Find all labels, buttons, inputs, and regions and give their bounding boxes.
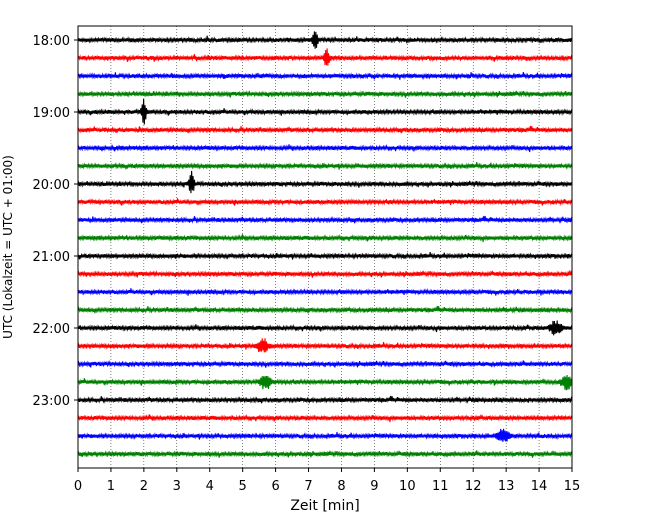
x-tick-label: 10: [399, 479, 416, 494]
x-tick-label: 15: [564, 479, 581, 494]
trace-1945: [77, 162, 573, 170]
x-tick-label: 4: [206, 479, 214, 494]
trace-2300: [77, 395, 573, 404]
trace-2015: [77, 198, 573, 206]
y-tick-label: 22:00: [33, 322, 70, 337]
trace-1830: [77, 72, 573, 81]
x-tick-label: 7: [304, 479, 312, 494]
trace-2245: [77, 374, 573, 391]
y-tick-label: 19:00: [33, 106, 70, 121]
trace-1900: [77, 98, 573, 125]
trace-2330: [77, 428, 573, 442]
y-tick-label: 21:00: [33, 250, 70, 265]
x-tick-label: 5: [239, 479, 247, 494]
trace-2345: [77, 450, 573, 458]
x-tick-label: 6: [271, 479, 279, 494]
trace-1845: [77, 90, 573, 98]
trace-2215: [77, 338, 573, 353]
plot-frame: [77, 25, 573, 469]
y-axis-ticks: 18:00 19:00 20:00 21:00 22:00 23:00: [33, 34, 78, 409]
y-tick-label: 20:00: [33, 178, 70, 193]
x-tick-label: 3: [173, 479, 181, 494]
x-tick-label: 1: [107, 479, 115, 494]
trace-2230: [77, 360, 573, 368]
x-tick-label: 8: [337, 479, 345, 494]
x-tick-label: 9: [370, 479, 378, 494]
x-axis-label: Zeit [min]: [290, 498, 359, 514]
trace-2200: [77, 320, 573, 336]
x-tick-label: 2: [140, 479, 148, 494]
trace-2115: [77, 270, 573, 278]
x-tick-label: 0: [74, 479, 82, 494]
y-tick-label: 23:00: [33, 394, 70, 409]
x-axis-ticks: 0 1 2 3 4 5 6 7 8 9 10 11 12 13 14 15: [74, 468, 580, 494]
trace-2000: [77, 170, 573, 194]
trace-2130: [77, 288, 573, 296]
trace-1815: [77, 48, 573, 66]
trace-2100: [77, 252, 573, 260]
trace-1915: [77, 125, 573, 134]
trace-1930: [77, 143, 573, 153]
y-axis-label: UTC (Lokalzeit = UTC + 01:00): [1, 155, 15, 339]
trace-2315: [77, 413, 573, 423]
waveform-traces: [77, 31, 573, 458]
x-tick-label: 11: [432, 479, 449, 494]
trace-2030: [77, 215, 573, 224]
x-tick-label: 12: [465, 479, 482, 494]
x-tick-label: 14: [531, 479, 548, 494]
trace-1800: [77, 31, 573, 49]
trace-2045: [77, 233, 573, 243]
y-tick-label: 18:00: [33, 34, 70, 49]
x-tick-label: 13: [498, 479, 515, 494]
trace-2145: [77, 305, 573, 314]
